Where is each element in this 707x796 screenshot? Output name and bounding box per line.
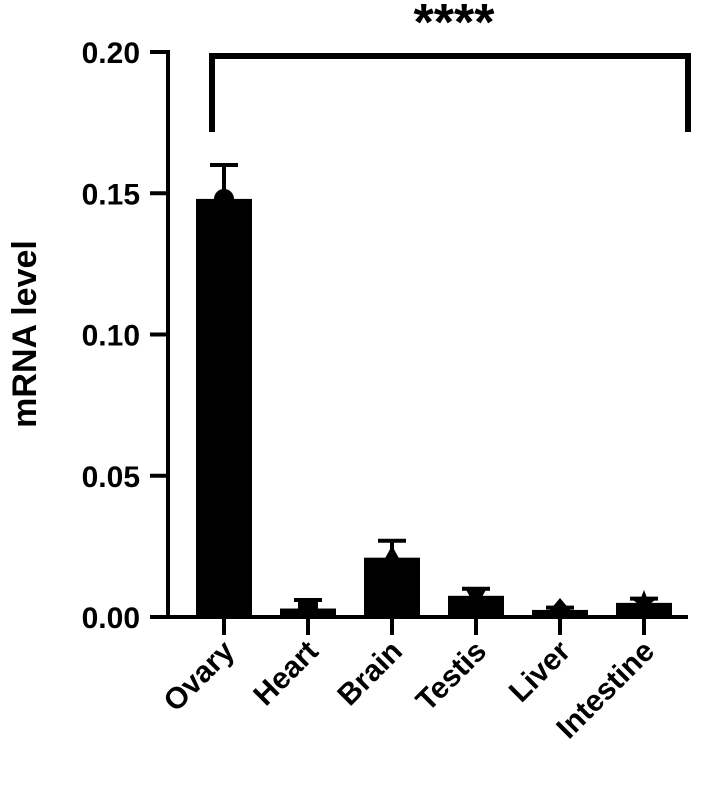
significance-bracket: **** xyxy=(209,0,691,132)
x-tick-label: Liver xyxy=(503,634,577,708)
bar-group xyxy=(532,597,588,622)
significance-label: **** xyxy=(414,0,496,52)
data-point-marker xyxy=(631,589,657,614)
y-axis: 0.00 0.05 0.10 0.15 0.20 xyxy=(82,37,170,635)
y-axis-title: mRNA level xyxy=(6,240,44,428)
data-point-marker xyxy=(550,597,570,622)
data-point-marker xyxy=(381,545,403,566)
bar xyxy=(364,557,420,617)
y-tick-label: 0.10 xyxy=(82,320,140,353)
data-point-marker xyxy=(465,587,487,608)
data-point-marker xyxy=(214,188,234,209)
bar-group xyxy=(280,598,336,618)
x-tick-label: Ovary xyxy=(157,634,241,718)
y-tick-label: 0.20 xyxy=(82,37,140,70)
y-tick-label: 0.00 xyxy=(82,602,140,635)
bar xyxy=(196,198,252,617)
bracket-line xyxy=(209,53,691,132)
bar-group xyxy=(196,163,252,617)
x-tick-label: Heart xyxy=(247,635,325,713)
y-tick-label: 0.15 xyxy=(82,178,140,211)
bar-group xyxy=(364,538,420,617)
bar-group xyxy=(616,589,672,617)
bar-group xyxy=(448,586,504,617)
x-tick-label: Brain xyxy=(331,635,409,713)
x-tick-label: Testis xyxy=(410,635,493,718)
bar xyxy=(616,602,672,617)
y-tick-label: 0.05 xyxy=(82,461,140,494)
data-point-marker xyxy=(298,599,318,618)
